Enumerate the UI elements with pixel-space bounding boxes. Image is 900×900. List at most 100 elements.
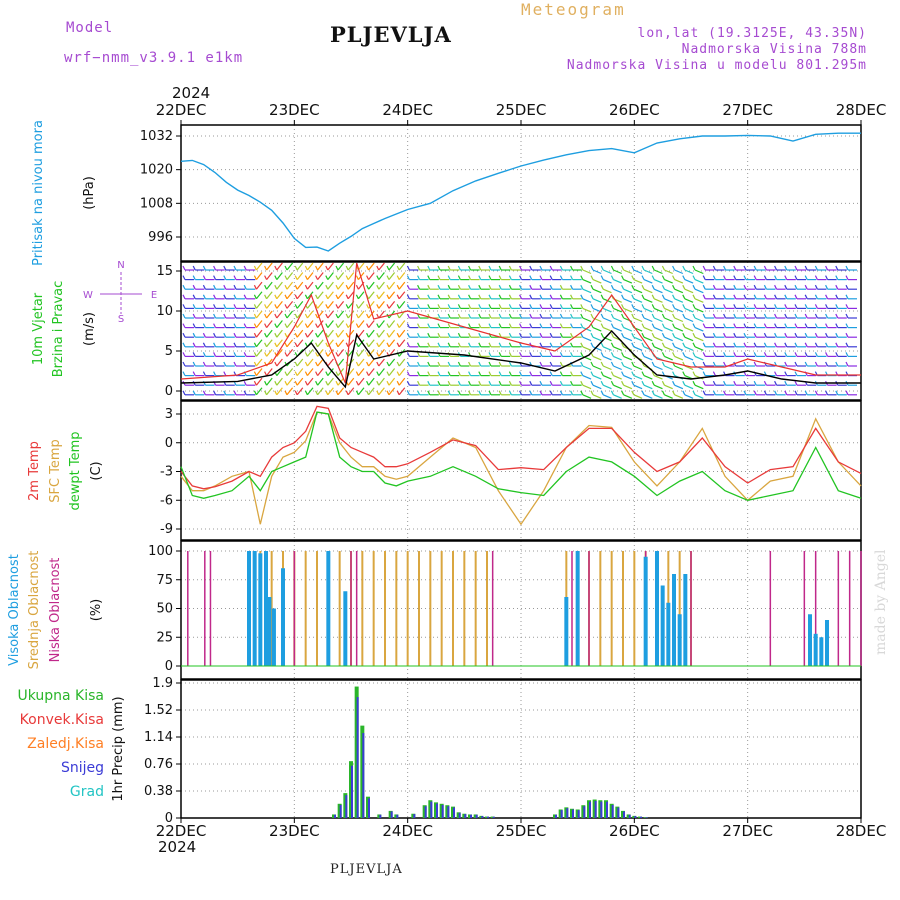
wind-barb (651, 304, 663, 313)
y-tick-label: 1008 (140, 196, 173, 211)
wind-barb (478, 371, 490, 377)
wind-barb-shaft (643, 317, 653, 323)
wind-barb-shaft (613, 384, 622, 390)
wind-barb-flag (641, 304, 645, 309)
wind-barb-flag (304, 284, 308, 290)
wind-barb (427, 275, 439, 281)
wind-barb (835, 361, 847, 367)
wind-barb (600, 313, 612, 323)
wind-barb-flag (753, 304, 757, 309)
wind-barb-shaft (613, 307, 622, 313)
wind-barb-flag (559, 265, 563, 271)
wind-barb-flag (366, 342, 370, 348)
y-tick-label: 100 (148, 544, 173, 559)
wind-barb (437, 380, 449, 386)
wind-barb-flag (621, 265, 625, 271)
wind-barb-shaft (388, 329, 396, 338)
wind-barb-flag (784, 284, 788, 290)
wind-barb (590, 332, 602, 342)
wind-barb (712, 313, 725, 319)
wind-barb (590, 352, 602, 361)
x-tick-label-top: 24DEC (382, 101, 433, 119)
wind-barb (243, 332, 256, 338)
wind-barb-flag (763, 304, 767, 309)
wind-barb-flag (355, 275, 359, 280)
wind-barb (610, 380, 622, 390)
wind-barb (794, 313, 806, 319)
wind-barb-shaft (286, 262, 294, 271)
wind-barb (498, 284, 511, 290)
y-tick-label: 0 (165, 659, 173, 674)
mid-cloud-bar (429, 551, 432, 666)
wind-barb (784, 265, 796, 271)
wind-barb-flag (549, 390, 553, 396)
wind-barb-shaft (664, 269, 673, 275)
wind-barb-flag (447, 313, 451, 319)
wind-barb-shaft (327, 320, 334, 328)
wind-barb-flag (264, 390, 268, 396)
wind-barb-shaft (306, 272, 314, 280)
wind-barb (417, 332, 429, 338)
y-tick-label: 1.14 (144, 730, 173, 745)
wind-barb (233, 304, 245, 309)
wind-barb-shaft (653, 269, 663, 275)
wind-barb-flag (641, 323, 645, 328)
wind-barb (304, 329, 314, 338)
wind-barb (345, 387, 355, 396)
wind-barb (508, 390, 521, 396)
wind-barb (661, 265, 673, 275)
wind-barb-shaft (306, 320, 314, 328)
wind-barb-flag (590, 342, 594, 348)
wind-barb-shaft (306, 310, 314, 319)
mid-cloud-bar (486, 551, 488, 666)
wind-barb (774, 371, 786, 377)
wind-barb-flag (447, 390, 451, 396)
wind-barb-flag (447, 323, 451, 328)
wind-barb-flag (763, 332, 767, 338)
wind-barb-flag (315, 323, 319, 328)
wind-barb-flag (304, 371, 308, 376)
compass-n: N (117, 260, 124, 271)
wind-barb-shaft (633, 279, 643, 284)
wind-barb (682, 284, 694, 294)
wind-barb (631, 304, 643, 313)
wind-barb (733, 265, 745, 271)
wind-barb-flag (478, 265, 482, 271)
wind-barb (804, 332, 817, 338)
cloud-axis-label-3: Niska Oblacnost (48, 558, 63, 663)
wind-barb-flag (549, 294, 553, 300)
wind-barb-flag (294, 361, 298, 367)
wind-barb-flag (417, 371, 421, 376)
wind-barb (325, 310, 334, 319)
wind-barb (529, 265, 541, 271)
wind-barb (335, 291, 345, 300)
wind-barb-flag (478, 332, 482, 338)
wind-barb (631, 380, 643, 390)
precip-snow-bar (634, 816, 637, 818)
wind-barb-flag (835, 352, 839, 357)
wind-barb-flag (508, 284, 512, 290)
wind-barb-flag (835, 265, 839, 271)
wind-barb (427, 371, 439, 377)
wind-barb-flag (631, 380, 635, 386)
wind-barb (835, 352, 847, 357)
wind-barb-shaft (694, 307, 704, 313)
wind-barb (570, 380, 582, 386)
wind-barb (825, 275, 837, 281)
wind-barb (182, 371, 194, 377)
wind-barb-flag (712, 361, 716, 367)
wind-barb-flag (682, 371, 686, 376)
wind-barb (508, 352, 521, 357)
wind-barb-shaft (368, 368, 375, 376)
wind-barb (355, 339, 365, 348)
wind-barb-flag (427, 361, 431, 367)
wind-barb (570, 342, 582, 348)
wind-barb-flag (406, 361, 410, 367)
wind-barb-shaft (613, 288, 622, 294)
wind-barb-flag (580, 284, 584, 290)
wind-barb (753, 294, 766, 300)
wind-barb (539, 323, 551, 329)
wind-barb-shaft (388, 358, 396, 367)
wind-barb-flag (763, 380, 767, 386)
wind-barb (651, 332, 663, 342)
